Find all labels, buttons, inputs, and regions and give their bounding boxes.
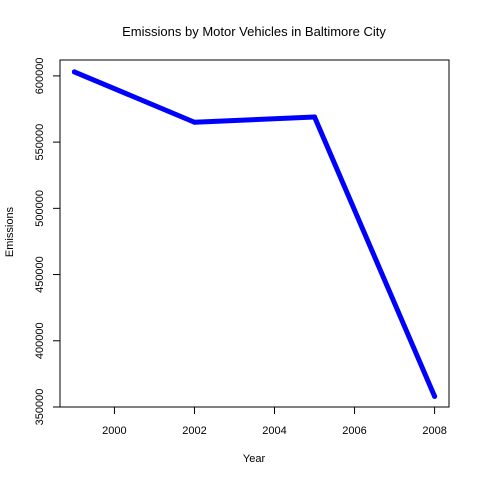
x-axis-label: Year — [243, 453, 266, 465]
x-tick-label: 2002 — [182, 425, 206, 437]
x-tick-label: 2008 — [422, 425, 446, 437]
x-tick-label: 2006 — [342, 425, 366, 437]
y-axis: 350000 400000 450000 500000 550000 600000 — [34, 58, 61, 426]
chart-title: Emissions by Motor Vehicles in Baltimore… — [122, 24, 386, 39]
y-tick-label: 500000 — [34, 190, 46, 227]
y-tick-label: 600000 — [34, 58, 46, 95]
x-axis: 2000 2002 2004 2006 2008 — [102, 406, 447, 437]
series-line — [71, 69, 438, 399]
y-tick-label: 350000 — [34, 389, 46, 426]
x-tick-label: 2004 — [262, 425, 286, 437]
y-tick-label: 550000 — [34, 124, 46, 161]
y-axis-label: Emissions — [4, 206, 16, 257]
data-point — [191, 119, 197, 125]
data-point — [312, 114, 318, 120]
x-tick-label: 2000 — [102, 425, 126, 437]
y-tick-label: 450000 — [34, 256, 46, 293]
data-point — [71, 69, 77, 75]
y-tick-label: 400000 — [34, 322, 46, 359]
data-point — [432, 393, 438, 399]
series-group — [71, 69, 438, 399]
